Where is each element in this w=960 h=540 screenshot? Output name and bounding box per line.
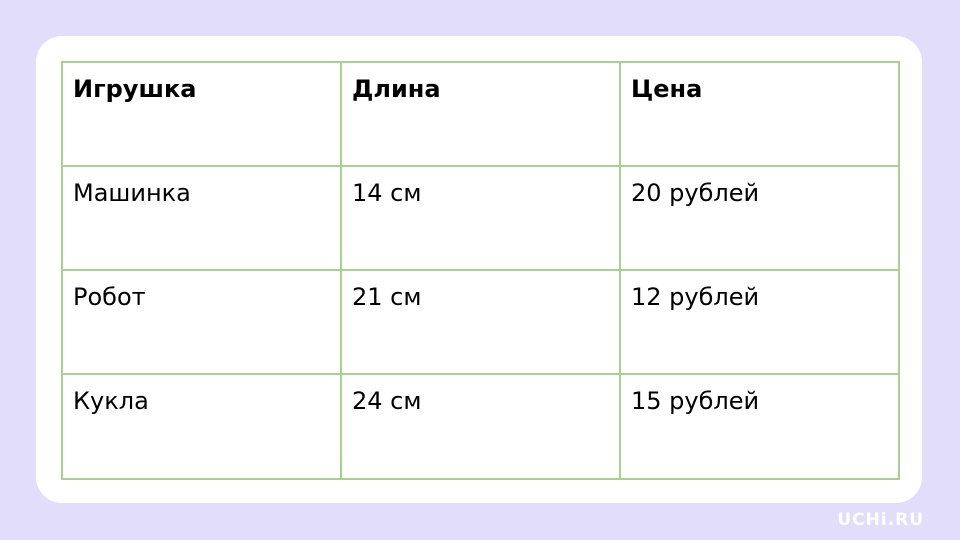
table-cell: 15 рублей bbox=[619, 373, 900, 480]
header-cell: Цена bbox=[619, 61, 900, 167]
table-cell: 12 рублей bbox=[619, 269, 900, 375]
table-row: Машинка 14 см 20 рублей bbox=[61, 165, 900, 271]
toys-table: Игрушка Длина Цена Машинка 14 см 20 рубл… bbox=[61, 61, 900, 480]
table-cell: Кукла bbox=[61, 373, 342, 480]
table-cell: 14 см bbox=[340, 165, 621, 271]
table-row: Кукла 24 см 15 рублей bbox=[61, 373, 900, 480]
header-cell: Игрушка bbox=[61, 61, 342, 167]
table-cell: 24 см bbox=[340, 373, 621, 480]
uchi-logo: UCHi.RU bbox=[837, 510, 924, 530]
header-cell: Длина bbox=[340, 61, 621, 167]
table-row: Робот 21 см 12 рублей bbox=[61, 269, 900, 375]
table-header-row: Игрушка Длина Цена bbox=[61, 61, 900, 167]
table-cell: Робот bbox=[61, 269, 342, 375]
table-cell: 21 см bbox=[340, 269, 621, 375]
table-cell: Машинка bbox=[61, 165, 342, 271]
table-cell: 20 рублей bbox=[619, 165, 900, 271]
